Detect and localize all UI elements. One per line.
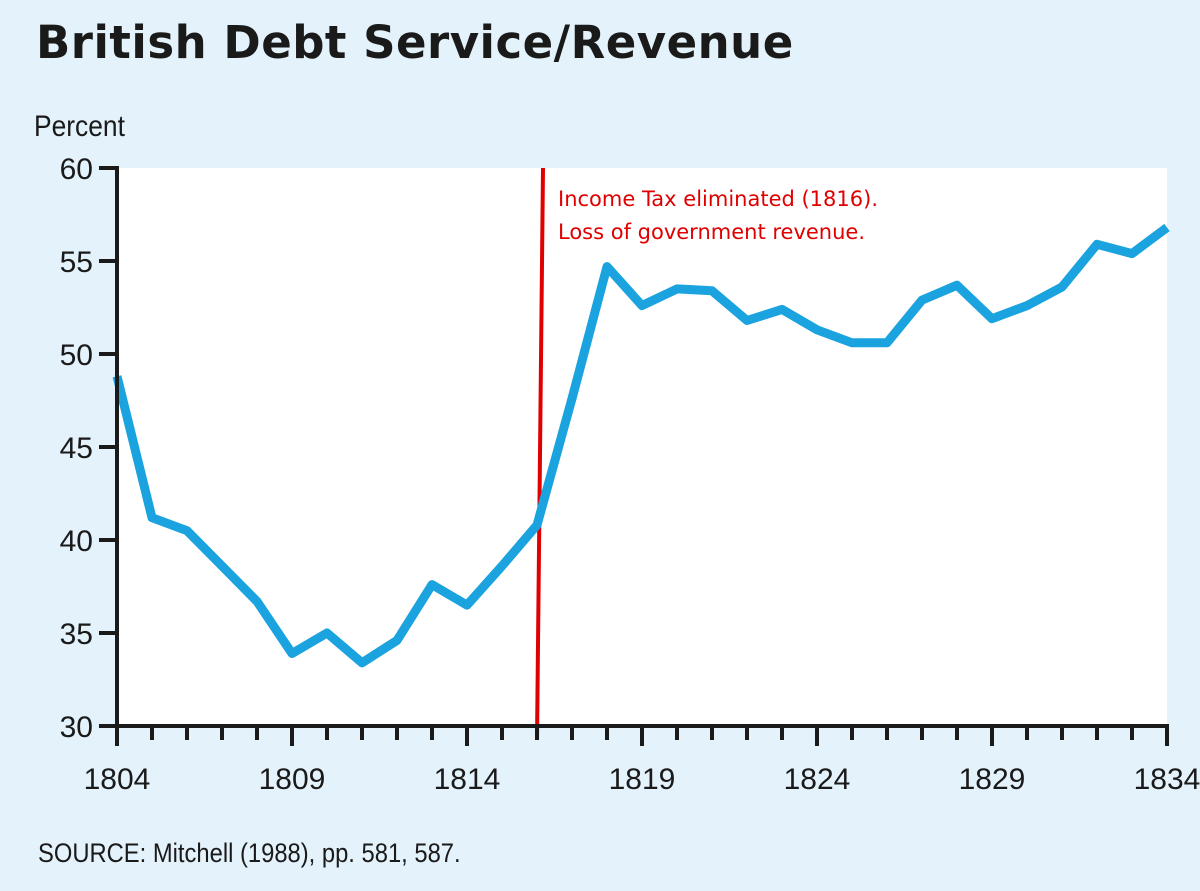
x-tick-label-1819: 1819: [609, 763, 676, 796]
data-point-1827: [921, 299, 923, 301]
annotation-text-line-2: Loss of government revenue.: [558, 220, 865, 244]
annotation-line: [535, 167, 545, 741]
data-point-1823: [781, 308, 783, 310]
y-tick-label-35: 35: [60, 618, 93, 651]
y-tick-label-30: 30: [60, 711, 93, 744]
data-point-1829: [991, 318, 993, 320]
data-point-1809: [291, 653, 293, 655]
source-note: SOURCE: Mitchell (1988), pp. 581, 587.: [38, 838, 461, 868]
y-tick-label-50: 50: [60, 339, 93, 372]
y-tick-label-60: 60: [60, 153, 93, 186]
y-axis-title: Percent: [34, 108, 125, 142]
annotation: Income Tax eliminated (1816). Loss of gov…: [535, 167, 878, 741]
data-point-1830: [1026, 305, 1028, 307]
data-point-1817: [571, 398, 573, 400]
data-point-1818: [606, 266, 608, 268]
x-tick-label-1834: 1834: [1134, 763, 1200, 796]
data-point-1822: [746, 320, 748, 322]
series-group: [112, 223, 1170, 668]
data-point-1825: [851, 342, 853, 344]
data-point-1814: [466, 604, 468, 606]
ticks: 30 35 40 45 50 55 60 1804 1809 1814 1819 1824 1829 18…: [60, 153, 1200, 796]
x-tick-label-1814: 1814: [434, 763, 501, 796]
data-point-1812: [396, 639, 398, 641]
y-tick-label-55: 55: [60, 246, 93, 279]
data-point-1815: [501, 565, 503, 567]
data-point-1833: [1131, 253, 1133, 255]
data-point-1811: [361, 662, 363, 664]
chart-title: British Debt Service/Revenue: [36, 16, 794, 69]
plot-area: [117, 168, 1167, 726]
data-point-1816: [536, 524, 538, 526]
x-tick-label-1804: 1804: [84, 763, 151, 796]
data-point-1820: [676, 288, 678, 290]
data-point-1810: [326, 632, 328, 634]
data-point-1826: [886, 342, 888, 344]
data-point-1824: [816, 329, 818, 331]
data-point-1821: [711, 290, 713, 292]
data-point-1819: [641, 305, 643, 307]
x-tick-label-1809: 1809: [259, 763, 326, 796]
x-tick-label-1824: 1824: [784, 763, 851, 796]
y-tick-label-40: 40: [60, 525, 93, 558]
series-line-1: [112, 223, 1170, 668]
data-point-1834: [1166, 227, 1168, 229]
data-point-1828: [956, 284, 958, 286]
data-point-1813: [431, 584, 433, 586]
annotation-text-line-1: Income Tax eliminated (1816).: [558, 187, 878, 211]
data-point-1832: [1096, 243, 1098, 245]
data-point-1806: [186, 530, 188, 532]
data-point-1808: [256, 600, 258, 602]
y-tick-label-45: 45: [60, 432, 93, 465]
data-point-1807: [221, 565, 223, 567]
data-point-1831: [1061, 286, 1063, 288]
x-tick-label-1829: 1829: [959, 763, 1026, 796]
data-point-1805: [151, 517, 153, 519]
